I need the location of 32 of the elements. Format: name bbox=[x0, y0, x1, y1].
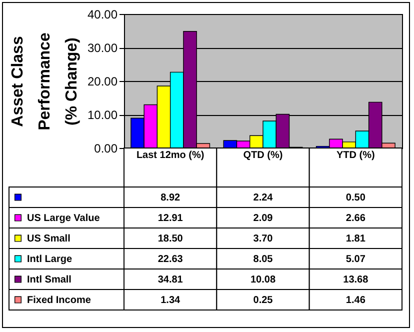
data-label: 34.81 bbox=[158, 274, 184, 286]
data-label: 8.92 bbox=[160, 192, 180, 204]
data-label: 13.68 bbox=[343, 274, 369, 286]
y-tick-label: 20.00 bbox=[87, 74, 118, 88]
data-label: 0.50 bbox=[346, 192, 366, 204]
y-tick-label: 0.00 bbox=[94, 142, 118, 156]
x-tick-label: QTD (%) bbox=[243, 150, 283, 161]
data-label: 8.05 bbox=[253, 254, 274, 265]
data-label: 1.81 bbox=[346, 233, 366, 244]
data-label: 2.66 bbox=[346, 212, 366, 224]
data-label: 2.24 bbox=[253, 192, 274, 204]
data-label: 1.46 bbox=[346, 294, 366, 306]
data-label: 2.09 bbox=[253, 212, 274, 224]
data-label: 1.34 bbox=[160, 294, 180, 306]
data-label: 0.25 bbox=[253, 294, 274, 306]
legend-label: Intl Small bbox=[27, 274, 72, 286]
data-label: 22.63 bbox=[158, 254, 184, 265]
legend-label: US Large Value bbox=[27, 212, 100, 224]
data-label: 5.07 bbox=[346, 254, 366, 265]
legend-label: US Small bbox=[27, 233, 71, 244]
x-tick-label: Last 12mo (%) bbox=[136, 150, 204, 161]
data-label: 12.91 bbox=[158, 212, 184, 224]
y-tick-label: 10.00 bbox=[87, 108, 118, 122]
y-tick-label: 40.00 bbox=[87, 8, 118, 22]
data-label: 10.08 bbox=[250, 274, 276, 286]
x-tick-label: YTD (%) bbox=[336, 150, 375, 161]
legend-label: Intl Large bbox=[27, 254, 72, 265]
y-tick-label: 30.00 bbox=[87, 41, 118, 55]
data-label: 3.70 bbox=[253, 233, 274, 244]
legend-label: Fixed Income bbox=[27, 294, 92, 306]
y-axis-title: Asset Class Performance (% Change) bbox=[9, 32, 80, 130]
data-label: 18.50 bbox=[158, 233, 184, 244]
